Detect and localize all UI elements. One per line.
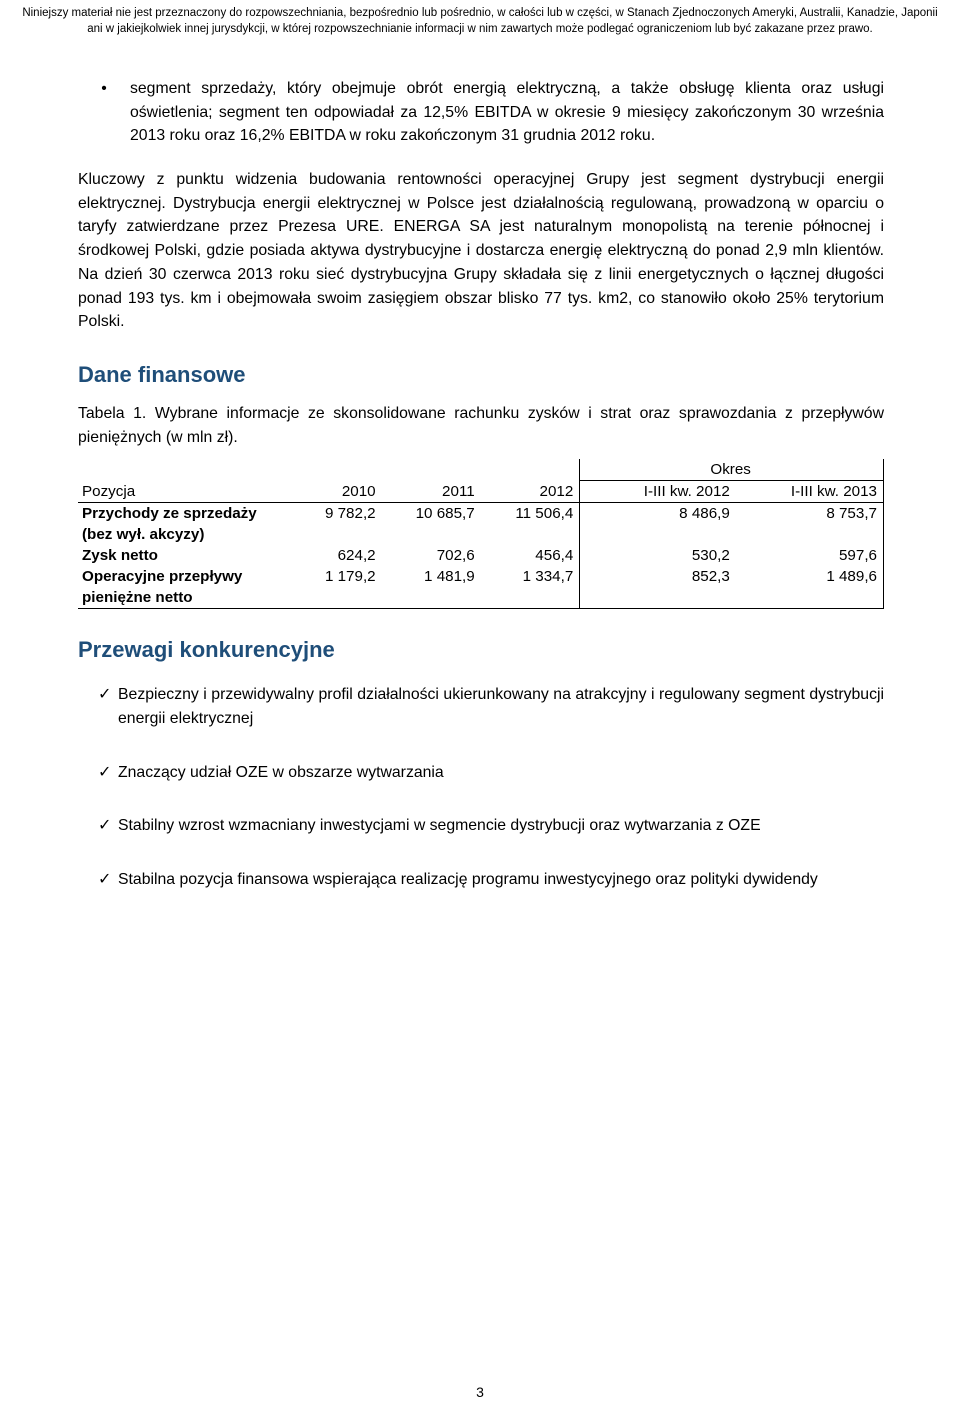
col-q-2012: I-III kw. 2012 xyxy=(580,481,736,503)
bullet-item: • segment sprzedaży, który obejmuje obró… xyxy=(78,77,884,148)
col-2011: 2011 xyxy=(382,481,481,503)
list-text: Bezpieczny i przewidywalny profil działa… xyxy=(118,683,884,730)
cell: 8 753,7 xyxy=(736,503,884,525)
row-label: Zysk netto xyxy=(78,545,289,566)
table-row: (bez wył. akcyzy) xyxy=(78,524,884,545)
disclaimer-text: Niniejszy materiał nie jest przeznaczony… xyxy=(0,0,960,51)
list-item: ✓ Znaczący udział OZE w obszarze wytwarz… xyxy=(78,761,884,785)
list-item: ✓ Bezpieczny i przewidywalny profil dzia… xyxy=(78,683,884,730)
table-row: Zysk netto 624,2 702,6 456,4 530,2 597,6 xyxy=(78,545,884,566)
list-item: ✓ Stabilny wzrost wzmacniany inwestycjam… xyxy=(78,814,884,838)
heading-przewagi: Przewagi konkurencyjne xyxy=(78,637,884,663)
advantages-list: ✓ Bezpieczny i przewidywalny profil dzia… xyxy=(78,683,884,891)
bullet-text: segment sprzedaży, który obejmuje obrót … xyxy=(130,77,884,148)
heading-dane-finansowe: Dane finansowe xyxy=(78,362,884,388)
paragraph: Kluczowy z punktu widzenia budowania ren… xyxy=(78,168,884,334)
row-label-cont: pieniężne netto xyxy=(78,587,289,609)
col-2010: 2010 xyxy=(289,481,382,503)
bullet-marker: • xyxy=(78,77,130,148)
financial-table: Okres Pozycja 2010 2011 2012 I-III kw. 2… xyxy=(78,459,884,609)
table-row: Operacyjne przepływy 1 179,2 1 481,9 1 3… xyxy=(78,566,884,587)
table-period-row: Okres xyxy=(78,459,884,481)
check-icon: ✓ xyxy=(78,814,118,838)
cell: 456,4 xyxy=(481,545,580,566)
table-row: pieniężne netto xyxy=(78,587,884,609)
list-text: Znaczący udział OZE w obszarze wytwarzan… xyxy=(118,761,884,785)
list-item: ✓ Stabilna pozycja finansowa wspierająca… xyxy=(78,868,884,892)
cell: 530,2 xyxy=(580,545,736,566)
cell: 1 179,2 xyxy=(289,566,382,587)
cell: 10 685,7 xyxy=(382,503,481,525)
col-q-2013: I-III kw. 2013 xyxy=(736,481,884,503)
check-icon: ✓ xyxy=(78,868,118,892)
cell: 9 782,2 xyxy=(289,503,382,525)
table-row: Przychody ze sprzedaży 9 782,2 10 685,7 … xyxy=(78,503,884,525)
col-pozycja: Pozycja xyxy=(78,481,289,503)
page-number: 3 xyxy=(0,1384,960,1400)
table-header-row: Pozycja 2010 2011 2012 I-III kw. 2012 I-… xyxy=(78,481,884,503)
okres-header: Okres xyxy=(580,459,884,481)
row-label-cont: (bez wył. akcyzy) xyxy=(78,524,289,545)
cell: 597,6 xyxy=(736,545,884,566)
row-label: Operacyjne przepływy xyxy=(78,566,289,587)
table-caption: Tabela 1. Wybrane informacje ze skonsoli… xyxy=(78,402,884,449)
cell: 702,6 xyxy=(382,545,481,566)
check-icon: ✓ xyxy=(78,761,118,785)
cell: 1 489,6 xyxy=(736,566,884,587)
page-content: • segment sprzedaży, który obejmuje obró… xyxy=(0,77,960,892)
col-2012: 2012 xyxy=(481,481,580,503)
row-label: Przychody ze sprzedaży xyxy=(78,503,289,525)
cell: 624,2 xyxy=(289,545,382,566)
cell: 852,3 xyxy=(580,566,736,587)
cell: 8 486,9 xyxy=(580,503,736,525)
list-text: Stabilna pozycja finansowa wspierająca r… xyxy=(118,868,884,892)
list-text: Stabilny wzrost wzmacniany inwestycjami … xyxy=(118,814,884,838)
check-icon: ✓ xyxy=(78,683,118,730)
cell: 11 506,4 xyxy=(481,503,580,525)
cell: 1 481,9 xyxy=(382,566,481,587)
cell: 1 334,7 xyxy=(481,566,580,587)
